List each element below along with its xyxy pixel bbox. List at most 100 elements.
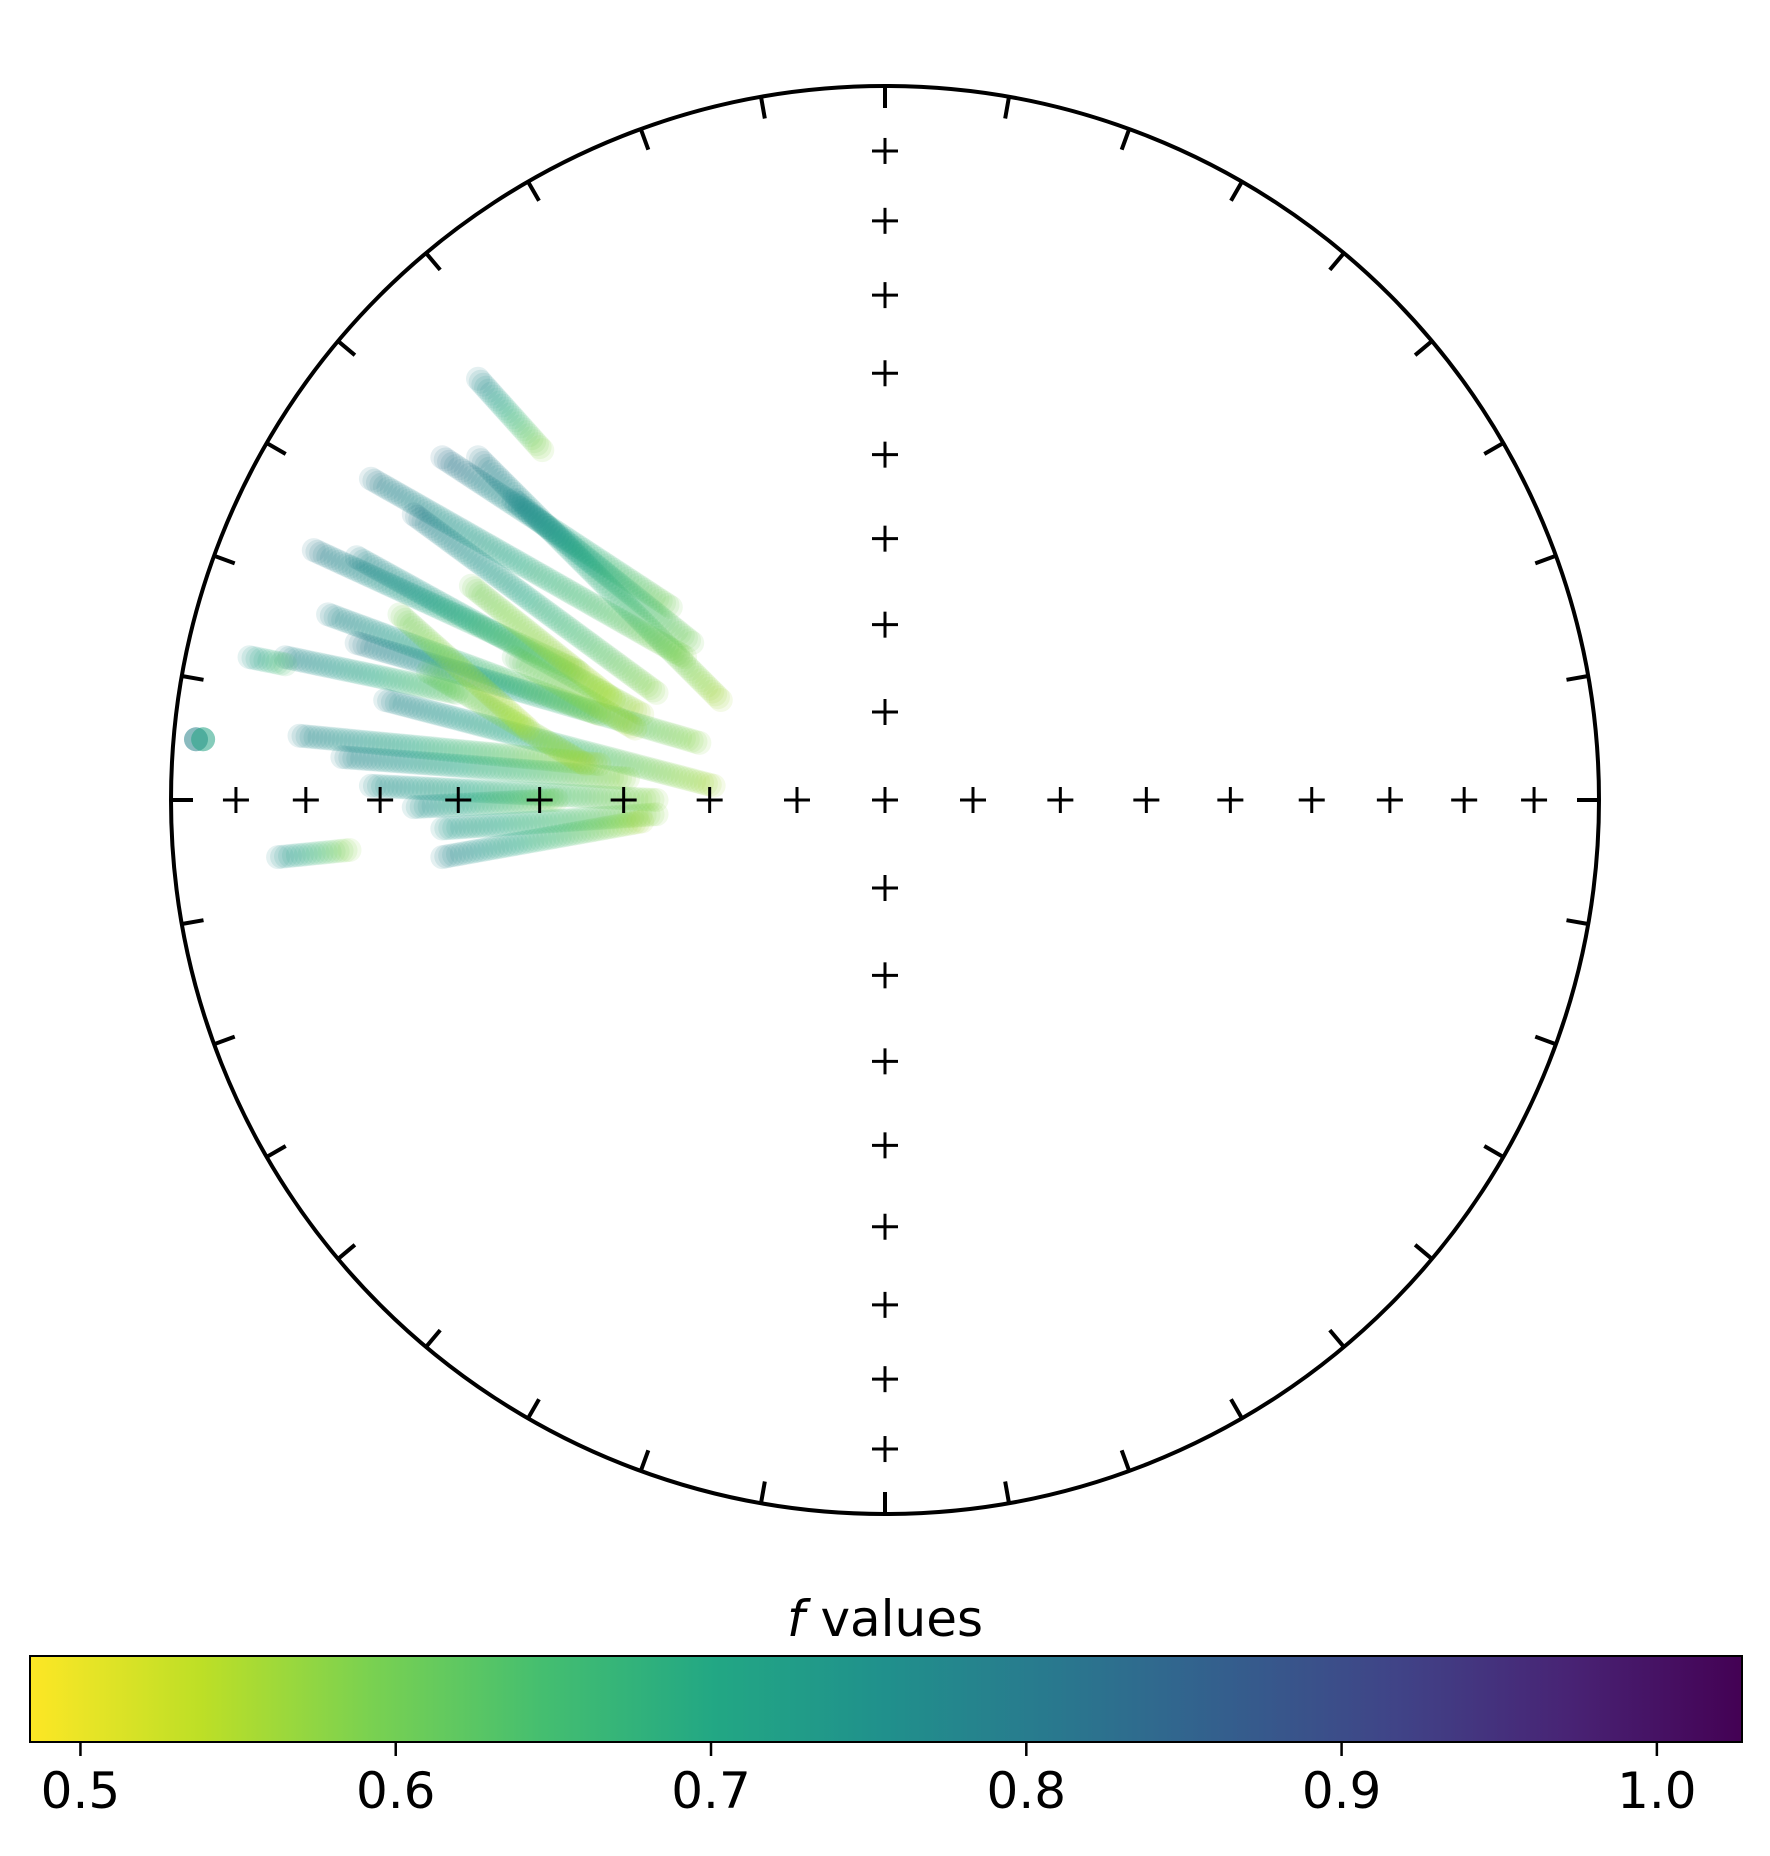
- data-point: [428, 596, 453, 621]
- data-point: [482, 462, 507, 487]
- data-point: [601, 580, 626, 605]
- data-point: [611, 766, 636, 791]
- data-point: [506, 411, 531, 436]
- data-point: [605, 652, 630, 677]
- data-point: [533, 513, 558, 538]
- rim-tick: [181, 918, 204, 926]
- data-point: [612, 710, 637, 735]
- data-point: [381, 749, 406, 774]
- data-point: [513, 811, 538, 836]
- axis-cross: [872, 1048, 898, 1075]
- data-point: [304, 651, 329, 676]
- data-point: [539, 518, 564, 543]
- data-point: [453, 660, 478, 685]
- data-point: [348, 559, 373, 584]
- data-point: [257, 649, 282, 674]
- data-point: [518, 720, 543, 745]
- data-point: [515, 745, 540, 770]
- data-point: [460, 685, 485, 710]
- data-point: [513, 713, 538, 738]
- data-point: [549, 657, 574, 682]
- data-point: [528, 507, 553, 532]
- data-point: [612, 804, 637, 829]
- data-point: [536, 515, 561, 540]
- data-point: [398, 646, 423, 671]
- data-point: [544, 520, 569, 545]
- data-point: [183, 727, 208, 752]
- data-point: [545, 655, 570, 680]
- data-point: [584, 563, 609, 588]
- data-point: [288, 648, 313, 673]
- data-point: [370, 569, 395, 594]
- data-point: [580, 550, 605, 575]
- data-point: [674, 766, 699, 791]
- data-point: [420, 631, 445, 656]
- data-point: [376, 624, 401, 649]
- data-point: [491, 780, 516, 805]
- data-point: [566, 667, 591, 692]
- data-point: [490, 393, 515, 418]
- data-point: [512, 651, 537, 676]
- data-point: [383, 732, 408, 757]
- data-point: [624, 617, 649, 642]
- data-point: [511, 583, 536, 608]
- data-point: [438, 705, 463, 730]
- data-point: [478, 662, 503, 687]
- data-point: [552, 740, 577, 765]
- data-point: [559, 744, 584, 769]
- data-point: [463, 740, 488, 765]
- data-point: [269, 651, 294, 676]
- data-point: [517, 681, 542, 706]
- data-point: [299, 724, 324, 749]
- data-point: [579, 818, 604, 843]
- data-point: [566, 748, 591, 773]
- data-point: [553, 532, 578, 557]
- data-point: [456, 542, 481, 567]
- data-point: [468, 448, 493, 473]
- data-point: [483, 593, 508, 618]
- data-point: [438, 647, 463, 672]
- data-point: [315, 726, 340, 751]
- data-point: [451, 652, 476, 677]
- data-point: [446, 677, 471, 702]
- data-point: [489, 624, 514, 649]
- data-point: [671, 726, 696, 751]
- data-point: [508, 789, 533, 814]
- data-point: [384, 691, 409, 716]
- data-point: [576, 668, 601, 693]
- data-point: [556, 692, 581, 717]
- data-point: [561, 535, 586, 560]
- data-point: [631, 621, 656, 646]
- data-point: [514, 680, 539, 705]
- axis-cross: [872, 875, 898, 902]
- data-point: [423, 776, 448, 801]
- data-point: [510, 636, 535, 661]
- data-point: [390, 605, 415, 630]
- data-point: [473, 837, 498, 862]
- data-point: [426, 665, 451, 690]
- data-point: [434, 816, 459, 841]
- data-point: [483, 742, 508, 767]
- data-point: [366, 568, 391, 593]
- data-point: [489, 598, 514, 623]
- data-point: [338, 745, 363, 770]
- data-point: [424, 594, 449, 619]
- data-point: [489, 812, 514, 837]
- data-point: [466, 366, 491, 391]
- data-point: [331, 727, 356, 752]
- data-point: [527, 595, 552, 620]
- data-point: [507, 493, 532, 518]
- data-point: [503, 632, 528, 657]
- data-point: [395, 581, 420, 606]
- data-point: [453, 607, 478, 632]
- data-point: [502, 481, 527, 506]
- data-point: [496, 833, 521, 858]
- data-point: [477, 476, 502, 501]
- data-point: [435, 644, 460, 669]
- data-point: [544, 761, 569, 786]
- data-point: [399, 775, 424, 800]
- data-point: [486, 622, 511, 647]
- data-point: [487, 482, 512, 507]
- data-point: [550, 575, 575, 600]
- data-point: [559, 663, 584, 688]
